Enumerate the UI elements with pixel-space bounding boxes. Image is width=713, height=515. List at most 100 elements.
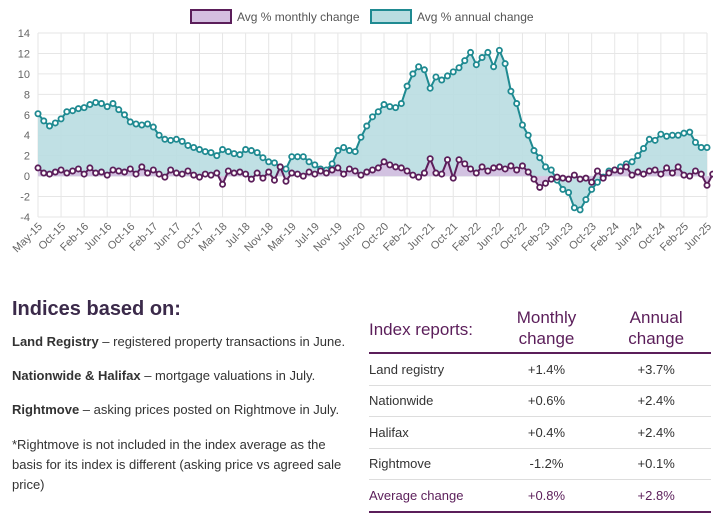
annual-change-point[interactable]: [472, 61, 480, 69]
monthly-change-point[interactable]: [576, 175, 584, 183]
annual-change-point[interactable]: [443, 72, 451, 80]
monthly-change-point[interactable]: [674, 163, 682, 171]
annual-change-point[interactable]: [230, 150, 238, 158]
annual-change-point[interactable]: [357, 133, 365, 141]
monthly-change-point[interactable]: [449, 174, 457, 182]
annual-change-point[interactable]: [46, 122, 54, 130]
annual-change-point[interactable]: [97, 100, 105, 108]
monthly-change-point[interactable]: [495, 163, 503, 171]
annual-change-point[interactable]: [484, 48, 492, 56]
annual-change-point[interactable]: [640, 145, 648, 153]
annual-change-point[interactable]: [495, 46, 503, 54]
monthly-change-point[interactable]: [219, 180, 227, 188]
annual-change-point[interactable]: [242, 146, 250, 154]
monthly-change-point[interactable]: [657, 170, 665, 178]
annual-change-point[interactable]: [703, 143, 711, 151]
monthly-change-point[interactable]: [363, 168, 371, 176]
monthly-change-point[interactable]: [426, 155, 434, 163]
monthly-change-point[interactable]: [467, 165, 475, 173]
annual-change-point[interactable]: [415, 63, 423, 71]
annual-change-point[interactable]: [201, 148, 209, 156]
monthly-change-point[interactable]: [57, 166, 65, 174]
monthly-change-point[interactable]: [172, 169, 180, 177]
monthly-change-point[interactable]: [622, 163, 630, 171]
annual-change-point[interactable]: [190, 143, 198, 151]
annual-change-point[interactable]: [668, 131, 676, 139]
monthly-change-point[interactable]: [155, 170, 163, 178]
monthly-change-point[interactable]: [328, 166, 336, 174]
monthly-change-point[interactable]: [322, 169, 330, 177]
annual-change-point[interactable]: [224, 148, 232, 156]
annual-change-point[interactable]: [380, 101, 388, 109]
annual-change-point[interactable]: [288, 153, 296, 161]
monthly-change-point[interactable]: [121, 168, 129, 176]
annual-change-point[interactable]: [195, 146, 203, 154]
annual-change-point[interactable]: [691, 138, 699, 146]
monthly-change-point[interactable]: [484, 167, 492, 175]
monthly-change-point[interactable]: [195, 173, 203, 181]
monthly-change-point[interactable]: [184, 167, 192, 175]
annual-change-point[interactable]: [501, 60, 509, 68]
annual-change-point[interactable]: [207, 149, 215, 157]
annual-change-point[interactable]: [403, 82, 411, 90]
monthly-change-point[interactable]: [132, 170, 140, 178]
monthly-change-point[interactable]: [149, 166, 157, 174]
annual-change-point[interactable]: [103, 103, 111, 111]
monthly-change-point[interactable]: [51, 168, 59, 176]
monthly-change-point[interactable]: [703, 181, 711, 189]
monthly-change-point[interactable]: [490, 164, 498, 172]
annual-change-point[interactable]: [559, 185, 567, 193]
monthly-change-point[interactable]: [368, 166, 376, 174]
monthly-change-point[interactable]: [570, 171, 578, 179]
monthly-change-point[interactable]: [86, 164, 94, 172]
monthly-change-point[interactable]: [224, 167, 232, 175]
annual-change-point[interactable]: [161, 135, 169, 143]
annual-change-point[interactable]: [34, 110, 42, 118]
monthly-change-point[interactable]: [472, 169, 480, 177]
monthly-change-point[interactable]: [640, 170, 648, 178]
annual-change-point[interactable]: [449, 68, 457, 76]
annual-change-point[interactable]: [467, 48, 475, 56]
monthly-change-point[interactable]: [415, 173, 423, 181]
annual-change-point[interactable]: [74, 105, 82, 113]
monthly-change-point[interactable]: [691, 167, 699, 175]
monthly-change-point[interactable]: [201, 170, 209, 178]
annual-change-point[interactable]: [565, 188, 573, 196]
monthly-change-point[interactable]: [265, 168, 273, 176]
annual-change-point[interactable]: [40, 117, 48, 125]
monthly-change-point[interactable]: [357, 171, 365, 179]
annual-change-point[interactable]: [340, 143, 348, 151]
monthly-change-point[interactable]: [536, 183, 544, 191]
monthly-change-point[interactable]: [524, 168, 532, 176]
monthly-change-point[interactable]: [213, 169, 221, 177]
monthly-change-point[interactable]: [161, 173, 169, 181]
annual-change-point[interactable]: [57, 115, 65, 123]
annual-change-point[interactable]: [409, 70, 417, 78]
monthly-change-point[interactable]: [507, 162, 515, 170]
monthly-change-point[interactable]: [593, 167, 601, 175]
monthly-change-point[interactable]: [311, 170, 319, 178]
annual-change-point[interactable]: [247, 147, 255, 155]
annual-change-point[interactable]: [524, 131, 532, 139]
annual-change-point[interactable]: [178, 137, 186, 145]
annual-change-point[interactable]: [582, 196, 590, 204]
monthly-change-point[interactable]: [513, 166, 521, 174]
annual-change-point[interactable]: [63, 108, 71, 116]
annual-change-point[interactable]: [80, 104, 88, 112]
annual-change-point[interactable]: [167, 136, 175, 144]
monthly-change-point[interactable]: [668, 169, 676, 177]
monthly-change-point[interactable]: [167, 166, 175, 174]
annual-change-point[interactable]: [397, 100, 405, 108]
monthly-change-point[interactable]: [628, 171, 636, 179]
monthly-change-point[interactable]: [34, 164, 42, 172]
annual-change-point[interactable]: [115, 106, 123, 114]
annual-change-point[interactable]: [657, 130, 665, 138]
annual-change-point[interactable]: [542, 163, 550, 171]
monthly-change-point[interactable]: [259, 174, 267, 182]
monthly-change-point[interactable]: [611, 166, 619, 174]
annual-change-point[interactable]: [426, 84, 434, 92]
monthly-change-point[interactable]: [403, 167, 411, 175]
annual-change-point[interactable]: [253, 149, 261, 157]
annual-change-point[interactable]: [576, 206, 584, 214]
annual-change-point[interactable]: [680, 129, 688, 137]
